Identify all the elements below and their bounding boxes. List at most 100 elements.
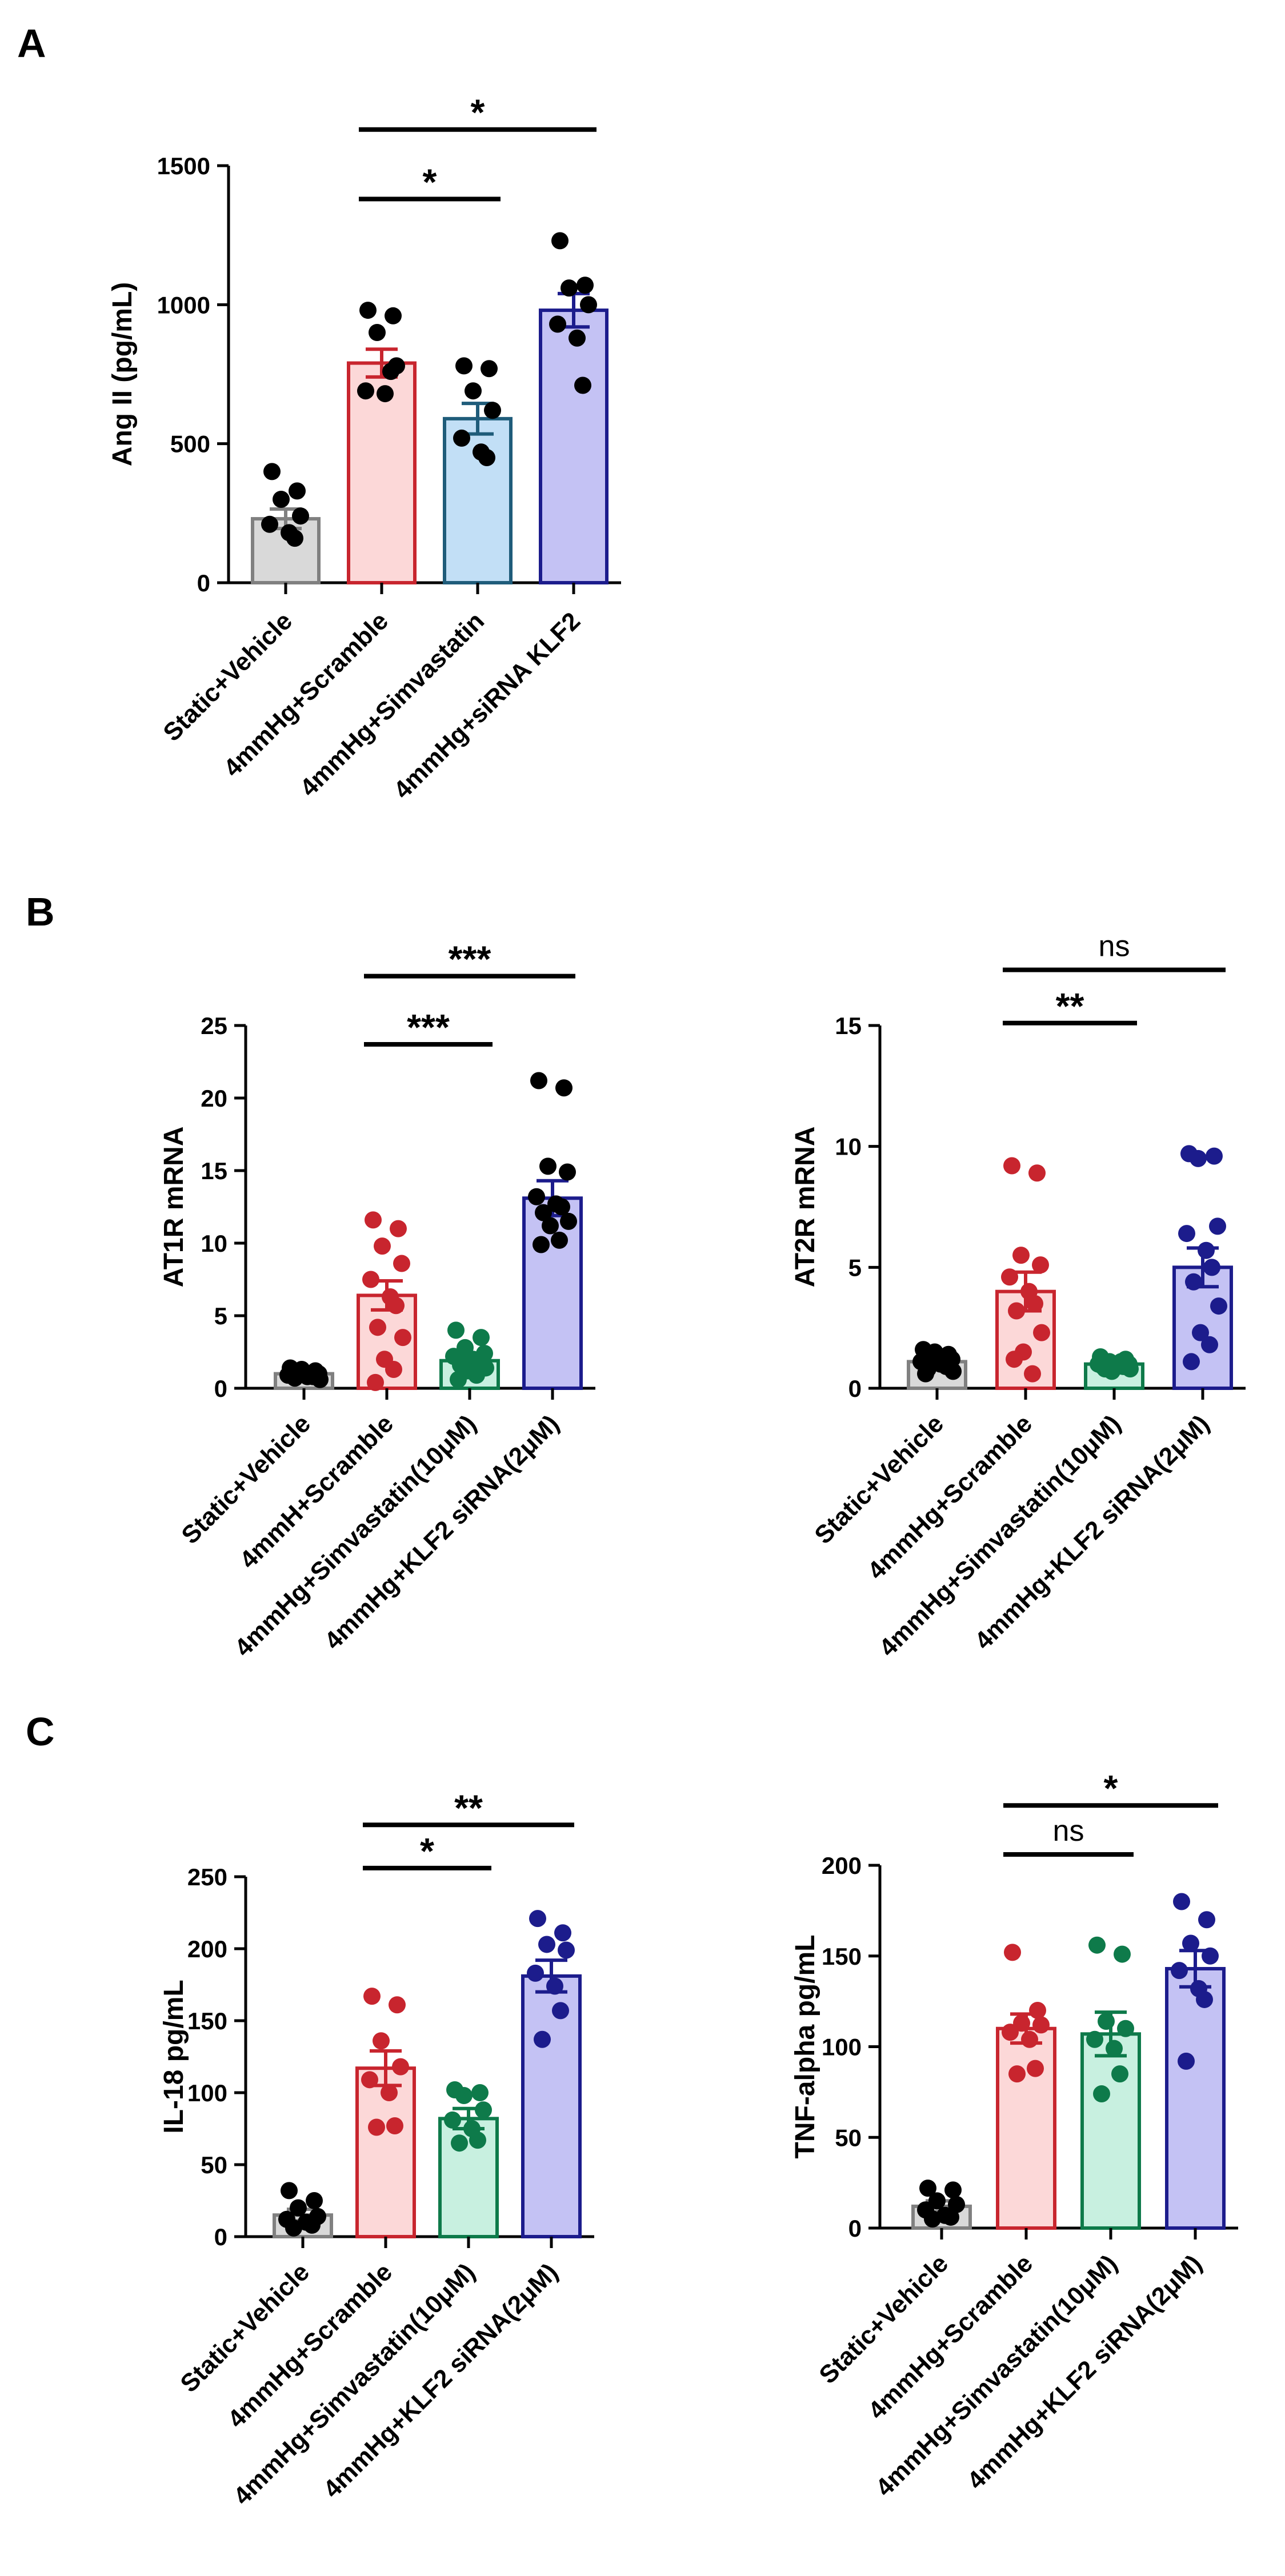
data-point bbox=[465, 382, 482, 400]
significance-label: * bbox=[1104, 1768, 1118, 1809]
data-point bbox=[471, 2084, 489, 2101]
bar bbox=[996, 2026, 1056, 2230]
data-point bbox=[549, 315, 566, 333]
data-point bbox=[303, 2216, 321, 2234]
data-point bbox=[261, 515, 278, 533]
data-point bbox=[381, 2084, 398, 2101]
data-point bbox=[1024, 1365, 1041, 1383]
data-point bbox=[1093, 2085, 1110, 2103]
y-tick-label: 50 bbox=[201, 2152, 227, 2178]
y-tick-label: 10 bbox=[201, 1230, 227, 1257]
data-point bbox=[1033, 1324, 1050, 1341]
y-tick-label: 0 bbox=[848, 1375, 862, 1402]
data-point bbox=[559, 1163, 576, 1181]
data-point bbox=[284, 1364, 301, 1381]
data-point bbox=[554, 1924, 571, 1942]
significance-label: ** bbox=[454, 1787, 483, 1828]
data-point bbox=[1203, 1259, 1220, 1276]
data-point bbox=[1114, 1945, 1131, 1963]
data-point bbox=[924, 2210, 941, 2228]
data-point bbox=[1112, 1353, 1130, 1371]
data-point bbox=[392, 2058, 409, 2076]
data-point bbox=[286, 530, 303, 547]
data-point bbox=[1013, 2014, 1030, 2032]
bar bbox=[1165, 1966, 1226, 2230]
y-tick-label: 15 bbox=[201, 1157, 227, 1184]
y-axis-label: IL-18 pg/mL bbox=[159, 1980, 189, 2133]
data-point bbox=[382, 363, 399, 380]
data-point bbox=[302, 1367, 319, 1384]
data-point bbox=[385, 307, 402, 324]
data-point bbox=[289, 482, 306, 500]
data-point bbox=[1173, 1893, 1190, 1910]
data-point bbox=[1190, 1149, 1207, 1167]
data-point bbox=[1117, 2020, 1134, 2037]
data-point bbox=[387, 1297, 405, 1315]
data-point bbox=[527, 1964, 544, 1982]
data-point bbox=[919, 2180, 936, 2197]
data-point bbox=[390, 1220, 407, 1237]
category-label: 4mmHg+Scramble bbox=[218, 607, 394, 782]
y-tick-label: 5 bbox=[848, 1254, 862, 1281]
data-point bbox=[553, 1198, 570, 1216]
data-point bbox=[1182, 1934, 1199, 1952]
y-tick-label: 200 bbox=[822, 1852, 862, 1879]
data-point bbox=[1029, 2002, 1046, 2019]
category-label: 4mmHg+Scramble bbox=[222, 2258, 398, 2433]
data-point bbox=[368, 2118, 385, 2136]
data-point bbox=[263, 463, 281, 480]
data-point bbox=[551, 232, 569, 250]
y-tick-label: 200 bbox=[187, 1936, 227, 1962]
bar bbox=[443, 416, 513, 584]
data-point bbox=[1002, 2024, 1019, 2041]
data-point bbox=[374, 1237, 391, 1255]
data-point bbox=[1004, 1944, 1021, 1961]
data-point bbox=[377, 385, 394, 403]
data-point bbox=[1171, 1962, 1188, 1980]
data-point bbox=[468, 1367, 485, 1384]
significance-label: * bbox=[420, 1830, 434, 1872]
data-point bbox=[389, 1996, 406, 2014]
data-point bbox=[555, 1079, 573, 1097]
data-point bbox=[944, 2181, 962, 2199]
data-point bbox=[481, 360, 498, 378]
bar bbox=[521, 1974, 582, 2238]
data-point bbox=[1178, 2052, 1195, 2070]
category-label: 4mmHg+siRNA KLF2 bbox=[389, 607, 586, 804]
data-point bbox=[917, 1365, 934, 1383]
data-point bbox=[1006, 1351, 1023, 1368]
data-point bbox=[538, 1936, 555, 1953]
data-point bbox=[473, 1329, 490, 1347]
data-point bbox=[535, 1204, 552, 1221]
data-point bbox=[1028, 1164, 1046, 1182]
panel-letter-b: B bbox=[26, 890, 55, 934]
data-point bbox=[558, 1941, 575, 1959]
data-point bbox=[1012, 1247, 1030, 1264]
data-point bbox=[484, 402, 501, 419]
data-point bbox=[1106, 2040, 1123, 2057]
data-point bbox=[1206, 1147, 1223, 1165]
y-tick-label: 50 bbox=[835, 2124, 862, 2151]
significance-label: ns bbox=[1099, 930, 1130, 963]
category-label: 4mmHg+Scramble bbox=[863, 2249, 1038, 2425]
data-point bbox=[533, 1236, 550, 1253]
significance-label: ** bbox=[1056, 985, 1084, 1027]
data-point bbox=[561, 279, 578, 297]
data-point bbox=[1178, 1225, 1195, 1243]
data-point bbox=[577, 277, 594, 294]
data-point bbox=[365, 1211, 382, 1229]
y-tick-label: 0 bbox=[848, 2215, 862, 2242]
data-point bbox=[534, 2030, 551, 2048]
data-point bbox=[1032, 2016, 1050, 2034]
data-point bbox=[273, 491, 290, 508]
bar bbox=[1080, 2032, 1141, 2230]
significance-label: ns bbox=[1053, 1814, 1084, 1848]
data-point bbox=[942, 2208, 959, 2226]
y-tick-label: 1000 bbox=[157, 291, 210, 318]
data-point bbox=[1003, 1157, 1020, 1175]
y-tick-label: 20 bbox=[201, 1085, 227, 1112]
data-point bbox=[1008, 2065, 1026, 2083]
data-point bbox=[292, 507, 309, 525]
